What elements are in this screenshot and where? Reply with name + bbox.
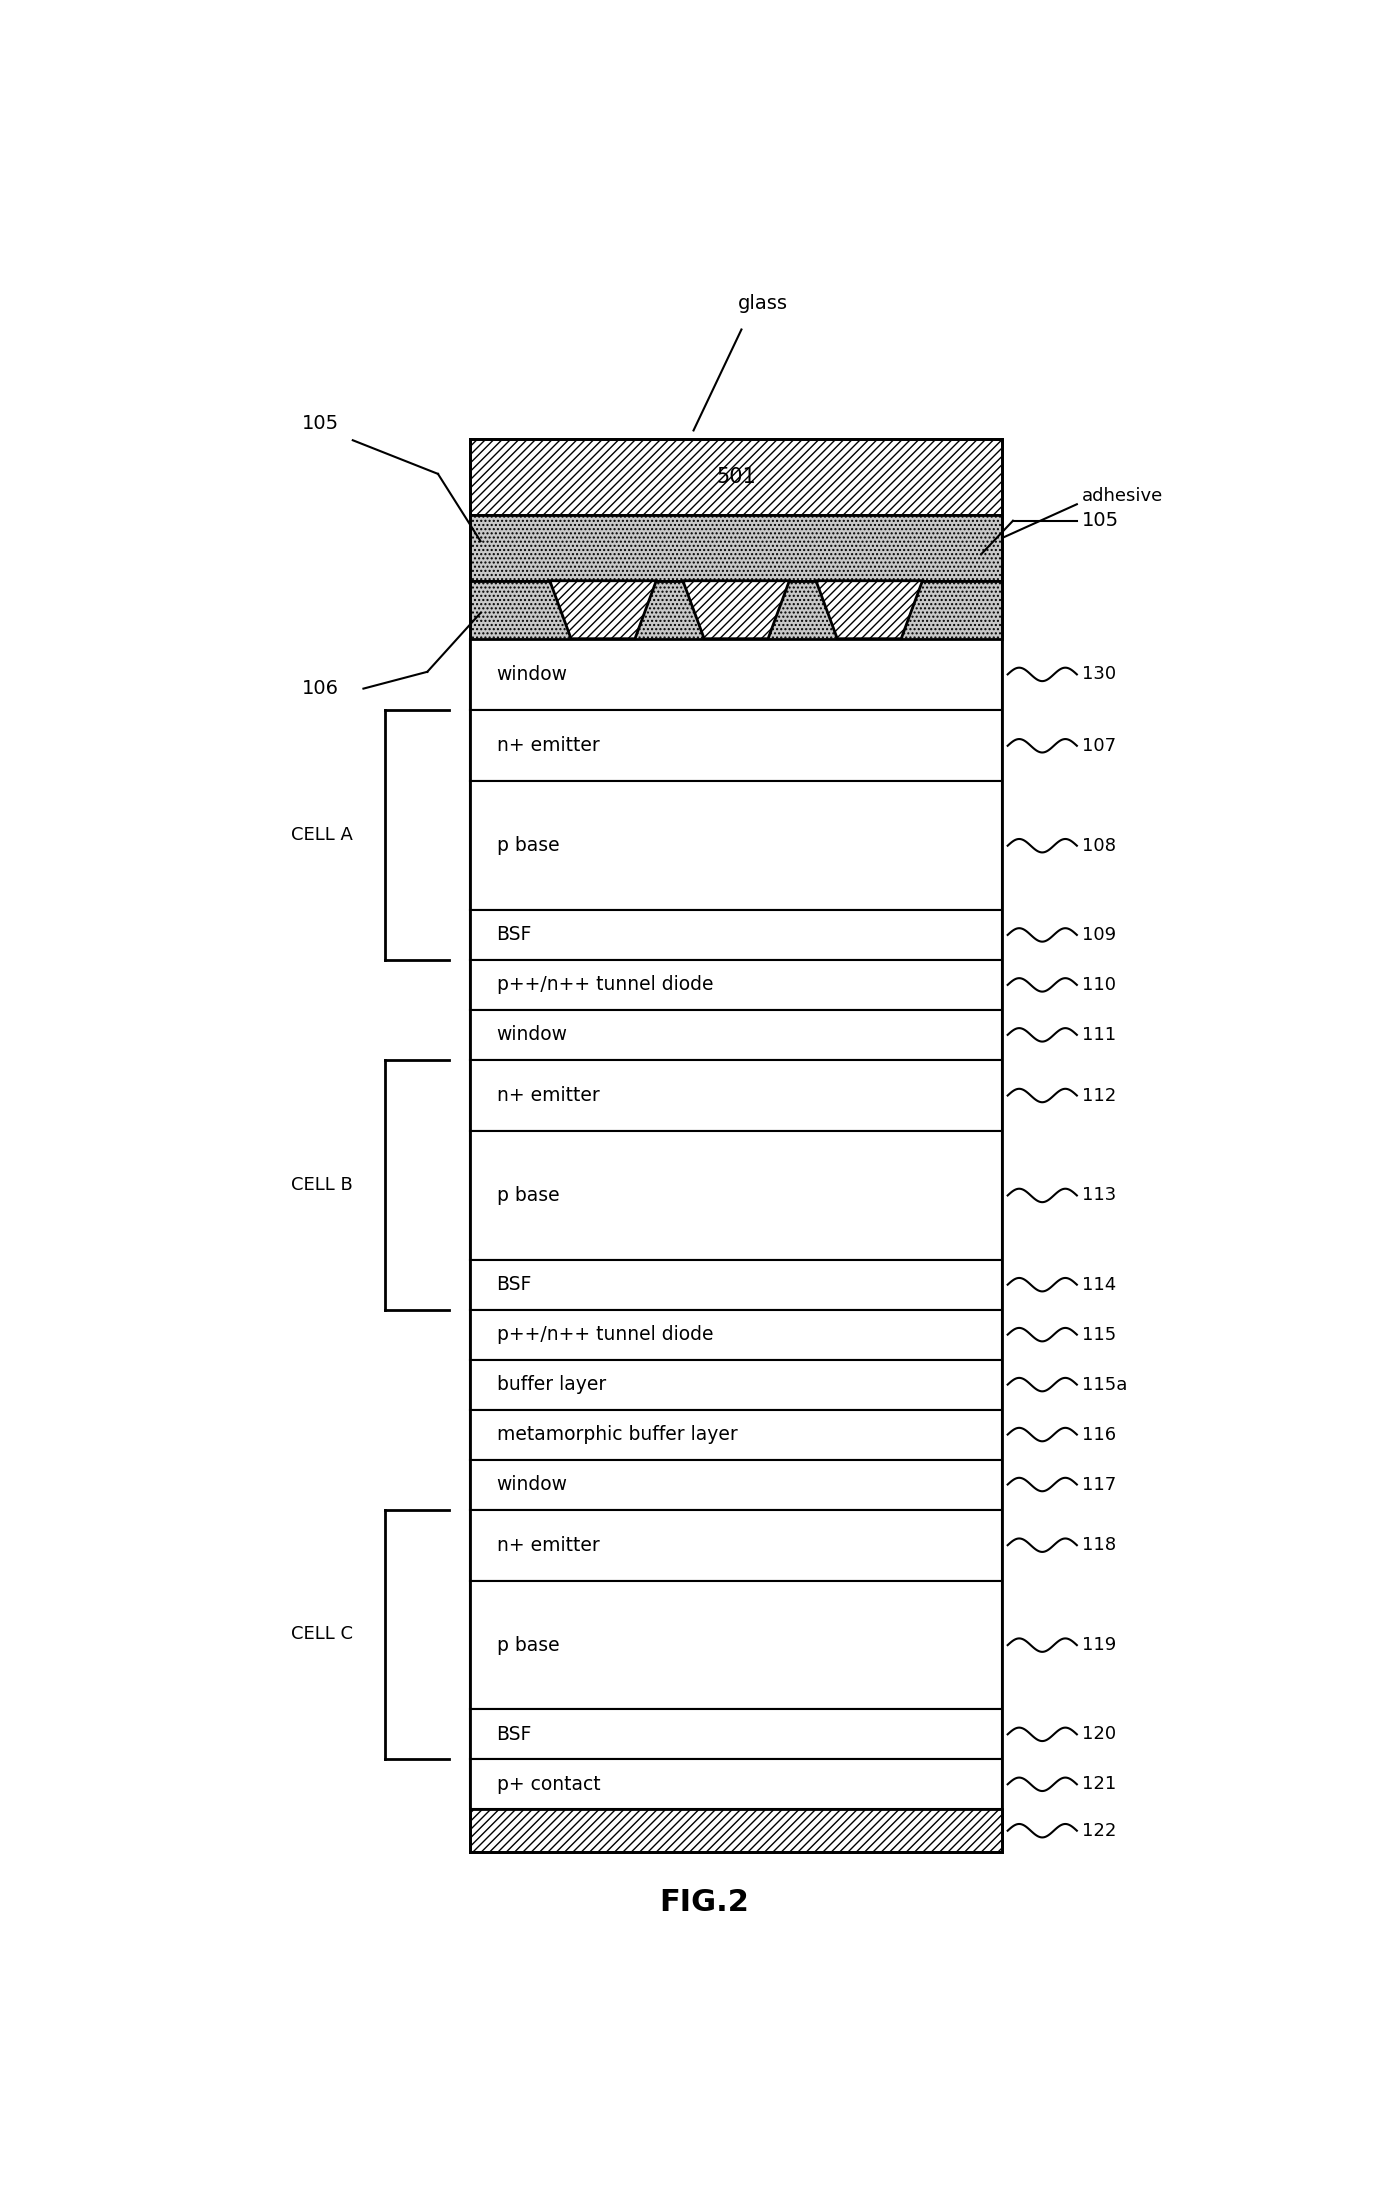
Text: BSF: BSF [496,926,532,944]
Bar [470,1132,1003,1261]
Text: window: window [496,664,567,684]
Bar [470,909,1003,959]
Bar [470,1582,1003,1709]
Polygon shape [550,581,657,638]
Bar [470,1759,1003,1809]
Text: glass: glass [738,293,787,312]
Text: p++/n++ tunnel diode: p++/n++ tunnel diode [496,1324,713,1344]
Text: 112: 112 [1083,1086,1117,1106]
Text: 115: 115 [1083,1326,1117,1344]
Bar [470,1460,1003,1510]
Text: window: window [496,1025,567,1044]
Bar [470,1309,1003,1359]
Bar [470,710,1003,782]
Bar [470,782,1003,909]
Bar [470,1060,1003,1132]
Text: 117: 117 [1083,1475,1117,1495]
Text: 113: 113 [1083,1186,1117,1204]
Text: 122: 122 [1083,1822,1117,1840]
Text: 120: 120 [1083,1726,1116,1744]
Text: p+ contact: p+ contact [496,1774,600,1794]
Text: BSF: BSF [496,1724,532,1744]
Text: n+ emitter: n+ emitter [496,1536,599,1556]
Text: 108: 108 [1083,837,1116,854]
Text: 106: 106 [302,680,339,699]
Bar [470,1809,1003,1853]
Polygon shape [816,581,922,638]
Text: p base: p base [496,1186,559,1204]
Bar [470,1359,1003,1409]
Text: 105: 105 [1083,511,1120,531]
Text: 109: 109 [1083,926,1116,944]
Bar [470,439,1003,516]
Text: n+ emitter: n+ emitter [496,736,599,756]
Bar [470,1261,1003,1309]
Text: 116: 116 [1083,1425,1116,1444]
Bar [470,1510,1003,1582]
Text: p base: p base [496,1637,559,1654]
Text: CELL B: CELL B [291,1176,353,1193]
Text: 111: 111 [1083,1025,1116,1044]
Bar [470,1709,1003,1759]
Bar [470,1409,1003,1460]
Text: 105: 105 [302,413,339,433]
Bar [470,959,1003,1009]
Bar [470,581,1003,638]
Text: p++/n++ tunnel diode: p++/n++ tunnel diode [496,975,713,994]
Polygon shape [683,581,790,638]
Text: metamorphic buffer layer: metamorphic buffer layer [496,1425,738,1444]
Text: n+ emitter: n+ emitter [496,1086,599,1106]
Text: CELL A: CELL A [291,826,353,843]
Text: 114: 114 [1083,1276,1117,1294]
Text: 110: 110 [1083,977,1116,994]
Bar [470,638,1003,710]
Text: 118: 118 [1083,1536,1116,1554]
Text: 107: 107 [1083,736,1116,754]
Text: 121: 121 [1083,1774,1117,1794]
Text: 501: 501 [716,468,756,487]
Text: p base: p base [496,837,559,854]
Text: adhesive: adhesive [1083,487,1164,505]
Text: 119: 119 [1083,1637,1117,1654]
Text: FIG.2: FIG.2 [660,1888,749,1916]
Text: window: window [496,1475,567,1495]
Text: 115a: 115a [1083,1377,1128,1394]
Text: CELL C: CELL C [291,1626,353,1643]
Text: buffer layer: buffer layer [496,1374,606,1394]
Bar [470,516,1003,581]
Text: BSF: BSF [496,1276,532,1294]
Text: 130: 130 [1083,666,1116,684]
Bar [470,1009,1003,1060]
